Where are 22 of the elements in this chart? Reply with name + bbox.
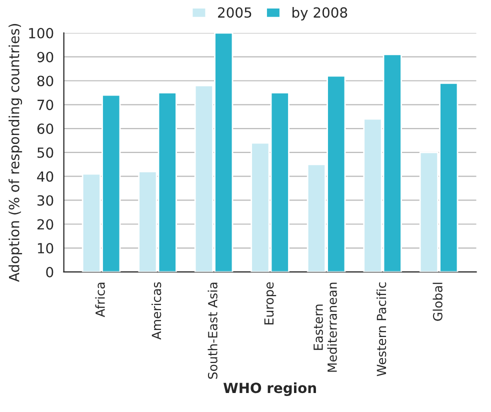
x-tick-label: Africa xyxy=(95,282,105,318)
y-tick-label: 60 xyxy=(37,124,54,134)
legend-label: 2005 xyxy=(218,7,252,18)
x-tick-label: Americas xyxy=(151,282,162,340)
y-tick-label: 0 xyxy=(46,266,54,278)
x-tick-label: Global xyxy=(432,282,442,321)
y-tick-label: 30 xyxy=(37,195,54,206)
y-tick-label: 70 xyxy=(38,100,54,110)
x-axis-title: WHO region xyxy=(223,382,316,396)
x-tick-label: South-East Asia xyxy=(208,282,218,379)
y-tick-label: 20 xyxy=(37,219,54,230)
y-tick-label: 90 xyxy=(37,52,54,62)
y-tick-label: 50 xyxy=(38,147,54,158)
y-tick-label: 40 xyxy=(37,171,54,182)
y-tick-label: 80 xyxy=(37,76,54,86)
x-tick-label: Eastern Mediterranean xyxy=(314,282,337,372)
legend-label: by 2008 xyxy=(292,7,348,20)
y-axis-title: Adoption (% of responding countries) xyxy=(8,24,22,282)
y-tick-label: 10 xyxy=(38,242,54,254)
x-tick-label: Europe xyxy=(264,282,276,324)
y-tick-label: 100 xyxy=(29,28,54,38)
x-tick-label: Western Pacific xyxy=(376,282,386,376)
